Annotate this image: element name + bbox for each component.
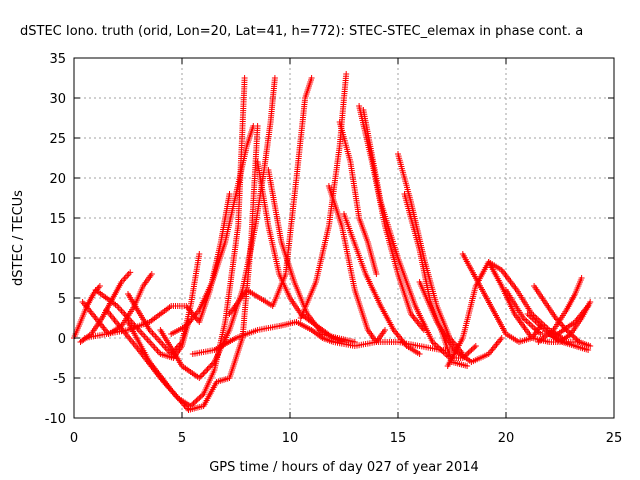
y-tick-label: -5 (53, 372, 66, 387)
series-12 (226, 75, 315, 317)
plot-frame (73, 57, 615, 419)
x-tick-label: 10 (282, 431, 299, 446)
x-tick-label: 15 (390, 431, 407, 446)
series-14-points (265, 167, 358, 345)
x-tick-label: 20 (498, 431, 515, 446)
series-10-points (168, 123, 257, 337)
x-tick-label: 0 (70, 431, 78, 446)
data-series (71, 71, 594, 413)
y-tick-label: 0 (58, 332, 66, 347)
series-17-points (336, 119, 380, 277)
y-tick-label: 20 (49, 172, 66, 187)
series-16-points (325, 183, 388, 345)
x-tick-label: 25 (606, 431, 623, 446)
y-tick-label: 15 (49, 212, 66, 227)
series-10 (168, 123, 257, 337)
x-tick-label: 5 (178, 431, 186, 446)
y-axis-label: dSTEC / TECUs (11, 190, 26, 286)
y-tick-label: 35 (49, 52, 66, 67)
series-21 (395, 151, 466, 357)
y-tick-label: 30 (49, 92, 66, 107)
y-tick-label: 5 (58, 292, 66, 307)
series-12-points (226, 75, 315, 317)
series-24-points (444, 259, 566, 369)
series-13 (254, 159, 347, 345)
series-31-points (546, 331, 592, 353)
series-19-points (341, 211, 423, 357)
series-21-points (395, 151, 466, 357)
series-19 (341, 211, 423, 357)
x-axis-label: GPS time / hours of day 027 of year 2014 (209, 460, 479, 475)
series-30 (535, 275, 585, 345)
series-11 (189, 319, 455, 357)
series-13-points (254, 159, 347, 345)
chart-title: dSTEC Iono. truth (orid, Lon=20, Lat=41,… (20, 24, 583, 39)
y-tick-label: 10 (49, 252, 66, 267)
series-11-points (189, 319, 455, 357)
series-9-points (157, 75, 278, 381)
y-tick-label: -10 (45, 412, 66, 427)
series-17 (336, 119, 380, 277)
series-16 (325, 183, 388, 345)
series-24 (444, 259, 566, 369)
series-30-points (535, 275, 585, 345)
series-9 (157, 75, 278, 381)
series-14 (265, 167, 358, 345)
y-tick-label: 25 (49, 132, 66, 147)
axis-ticks: 0 5 10 15 20 25 -10 -5 0 5 10 15 20 25 30 35 (45, 52, 623, 446)
series-31 (546, 331, 592, 353)
